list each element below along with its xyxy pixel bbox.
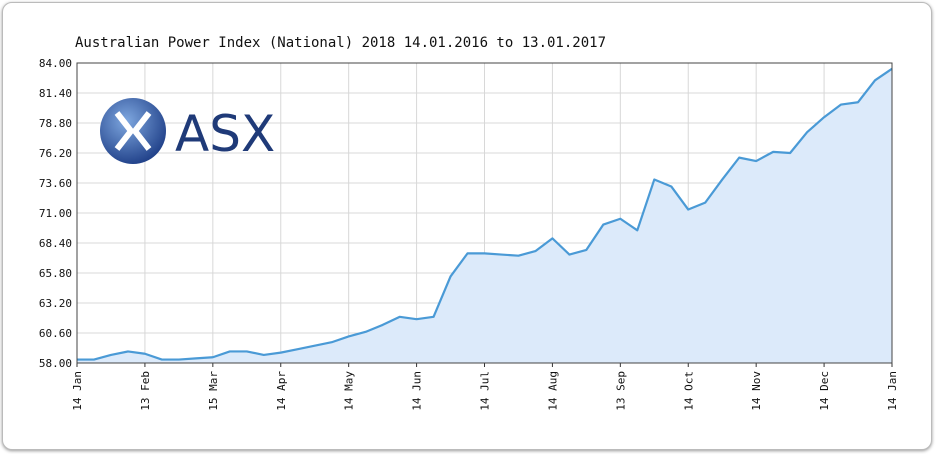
chart-title: Australian Power Index (National) 2018 1… — [75, 35, 606, 51]
logo-text: ASX — [175, 105, 275, 163]
y-tick-label: 65.80 — [39, 267, 72, 280]
y-tick-label: 63.20 — [39, 297, 72, 310]
x-tick-label: 14 Oct — [682, 371, 695, 411]
logo: ASX — [100, 98, 275, 164]
x-tick-label: 13 Feb — [139, 371, 152, 411]
x-tick-label: 14 Jul — [479, 371, 492, 411]
x-tick-label: 14 Jun — [411, 371, 424, 411]
x-tick-label: 14 Nov — [750, 371, 763, 411]
x-tick-label: 15 Mar — [207, 371, 220, 411]
plot-border — [76, 62, 893, 364]
x-tick-label: 14 Jan — [71, 371, 84, 411]
logo-mark — [114, 111, 152, 151]
x-tick-label: 14 Jan — [886, 371, 899, 411]
x-tick-label: 14 Apr — [275, 371, 288, 411]
line — [77, 67, 893, 361]
y-tick-label: 58.00 — [39, 357, 72, 370]
y-tick-label: 76.20 — [39, 147, 72, 160]
y-tick-label: 78.80 — [39, 117, 72, 130]
y-tick-label: 73.60 — [39, 177, 72, 190]
x-tick-label: 14 Aug — [546, 371, 559, 411]
area — [77, 68, 892, 364]
plot: 58.00 60.60 63.20 65.80 68.40 71.00 73.60 76.20… — [39, 57, 899, 411]
y-tick-label: 60.60 — [39, 327, 72, 340]
y-tick-label: 71.00 — [39, 207, 72, 220]
y-tick-label: 84.00 — [39, 57, 72, 70]
x-tick-label: 13 Sep — [614, 371, 627, 411]
x-tick-label: 14 Dec — [818, 371, 831, 411]
y-tick-label: 81.40 — [39, 87, 72, 100]
x-tick-label: 14 May — [343, 371, 356, 411]
y-tick-label: 68.40 — [39, 237, 72, 250]
